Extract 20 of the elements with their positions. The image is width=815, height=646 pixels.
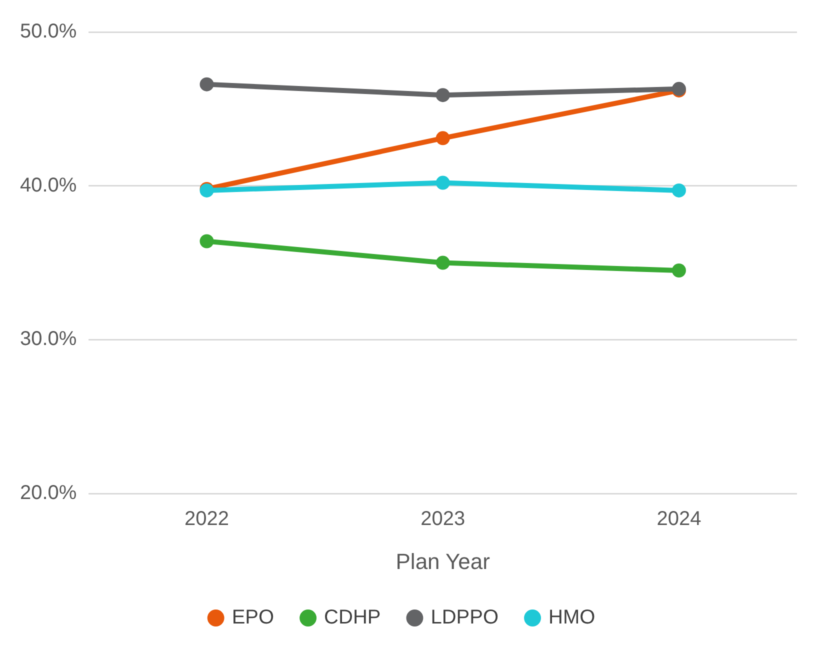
- legend-label: HMO: [548, 606, 596, 629]
- x-tick-label: 2023: [420, 508, 466, 530]
- y-tick-label: 50.0%: [20, 20, 77, 43]
- point: [436, 131, 450, 146]
- legend-label: LDPPO: [430, 606, 499, 629]
- y-tick-label: 30.0%: [20, 328, 77, 350]
- point: [200, 77, 214, 92]
- x-tick-label: 2024: [656, 508, 702, 530]
- point: [672, 263, 686, 278]
- point: [672, 183, 686, 198]
- point: [436, 256, 450, 270]
- legend-label: EPO: [232, 606, 274, 629]
- legend-label: CDHP: [324, 606, 381, 629]
- y-tick-label: 20.0%: [20, 482, 77, 504]
- y-tick-label: 40.0%: [20, 174, 77, 196]
- point: [200, 234, 214, 248]
- point: [436, 176, 450, 190]
- point: [436, 88, 450, 102]
- x-tick-label: 2022: [184, 508, 230, 530]
- x-axis-title: Plan Year: [396, 548, 490, 574]
